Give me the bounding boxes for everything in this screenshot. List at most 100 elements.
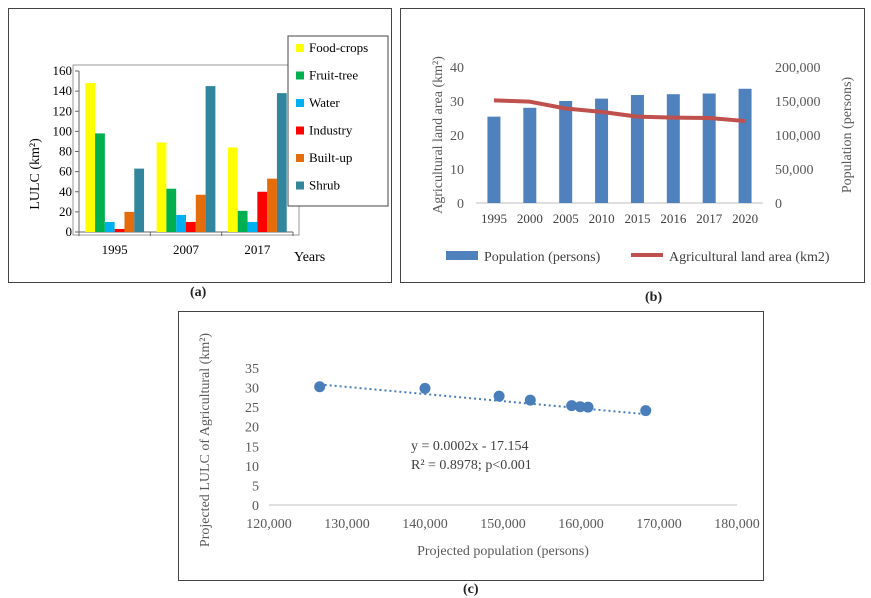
y2-tick-label: 200,000 xyxy=(775,61,821,76)
x-tick-label: 130,000 xyxy=(324,517,370,532)
bar-shrub-1995 xyxy=(134,168,145,232)
y-axis-label: LULC (km²) xyxy=(28,138,43,210)
y-tick-label: 5 xyxy=(252,479,259,494)
y-tick-label: 30 xyxy=(450,95,464,110)
legend-swatch-shrub xyxy=(296,181,304,190)
legend-label: Water xyxy=(309,95,340,110)
bar-water-1995 xyxy=(104,221,115,232)
y-axis-label: Projected LULC of Agricultural (km²) xyxy=(198,333,213,547)
chart-panel-c: 0 5 10 15 20 25 30 35 120,000 130,000 140,000 150,0… xyxy=(178,311,764,581)
x-tick-label: 160,000 xyxy=(558,517,604,532)
y-tick-label: 10 xyxy=(450,163,464,178)
x-tick-label: 2000 xyxy=(517,211,543,226)
bar-industry-1995 xyxy=(114,228,125,232)
y-tick-label: 0 xyxy=(252,499,259,514)
x-axis-label: Years xyxy=(294,250,325,265)
bar-population-2017 xyxy=(702,93,716,203)
bar-built-up-2007 xyxy=(195,194,206,232)
bar-fruit-tree-2007 xyxy=(166,188,177,232)
y-tick-label: 140 xyxy=(53,83,73,98)
bar-food-crops-2007 xyxy=(156,142,167,232)
x-tick-label: 150,000 xyxy=(480,517,526,532)
bar-population-2016 xyxy=(666,94,680,203)
y-tick-label: 60 xyxy=(59,164,72,179)
y-tick-label: 0 xyxy=(66,224,73,239)
x-tick-label: 2007 xyxy=(173,242,200,257)
y-tick-label: 35 xyxy=(245,362,259,377)
y-tick-label: 20 xyxy=(59,204,72,219)
bar-shrub-2017 xyxy=(276,93,287,232)
bar-water-2007 xyxy=(176,214,186,232)
legend-label: Fruit-tree xyxy=(309,68,358,83)
trendline xyxy=(319,383,646,416)
y-axis-label: Agricultural land area (km²) xyxy=(431,56,446,214)
bar-fruit-tree-2017 xyxy=(237,210,248,232)
x-tick-label: 2010 xyxy=(589,211,615,226)
legend-box xyxy=(287,35,389,207)
regression-r-squared: R² = 0.8978; p<0.001 xyxy=(411,458,532,473)
x-tick-label: 170,000 xyxy=(636,517,682,532)
legend-swatch-food-crops xyxy=(296,44,304,52)
y-tick-label: 80 xyxy=(59,144,72,159)
bar-built-up-2017 xyxy=(267,178,277,232)
panel-label-c: (c) xyxy=(463,582,479,597)
scatter-point-6 xyxy=(574,401,586,413)
bar-population-2005 xyxy=(559,101,573,203)
panel-label-b: (b) xyxy=(645,290,663,305)
legend-swatch-population xyxy=(446,251,478,260)
bar-food-crops-2017 xyxy=(227,147,238,232)
y2-tick-label: 150,000 xyxy=(775,95,821,110)
x-tick-label: 2015 xyxy=(624,211,650,226)
y-tick-label: 30 xyxy=(245,382,259,397)
panel-label-a: (a) xyxy=(190,285,207,300)
x-tick-label: 1995 xyxy=(481,211,507,226)
y-tick-label: 160 xyxy=(53,63,73,78)
y-tick-label: 20 xyxy=(245,421,259,436)
x-tick-label: 1995 xyxy=(102,242,128,257)
bar-water-2017 xyxy=(247,221,258,232)
chart-panel-a: 0 20 40 60 80 100 120 140 160 1995 2007 2017 Years LU… xyxy=(8,8,392,283)
projection-scatter-chart: 0 5 10 15 20 25 30 35 120,000 130,000 140,000 150,0… xyxy=(198,333,760,559)
chart-panel-b: 0 10 20 30 40 0 50,000 100,000 150,000 200,000 199… xyxy=(400,8,865,283)
x-axis-label: Projected population (persons) xyxy=(417,544,589,559)
legend-swatch-industry xyxy=(296,126,304,135)
legend-swatch-water xyxy=(296,99,304,107)
legend-label: Agricultural land area (km2) xyxy=(669,250,830,265)
y2-tick-label: 50,000 xyxy=(775,163,814,178)
x-tick-label: 180,000 xyxy=(714,517,760,532)
y2-axis-label: Population (persons) xyxy=(840,77,855,194)
line-agricultural-area xyxy=(493,98,746,124)
bar-population-1995 xyxy=(487,116,501,203)
legend-swatch-fruit-tree xyxy=(296,71,304,80)
y-tick-label: 15 xyxy=(245,440,259,455)
x-tick-label: 120,000 xyxy=(246,517,292,532)
lulc-bar-chart: 0 20 40 60 80 100 120 140 160 1995 2007 2017 Years LU… xyxy=(28,35,389,265)
bar-food-crops-1995 xyxy=(85,83,96,232)
legend-label: Built-up xyxy=(309,150,352,165)
legend-label: Industry xyxy=(309,123,353,138)
scatter-point-2 xyxy=(419,382,431,394)
bar-population-2010 xyxy=(595,98,609,203)
bar-industry-2007 xyxy=(186,221,196,232)
y-tick-label: 0 xyxy=(457,197,464,212)
bar-population-2015 xyxy=(630,95,644,203)
regression-equation: y = 0.0002x - 17.154 xyxy=(411,439,529,454)
scatter-point-8 xyxy=(640,405,652,417)
x-tick-label: 2020 xyxy=(732,211,758,226)
bar-industry-2017 xyxy=(257,191,268,232)
x-tick-label: 2005 xyxy=(553,211,579,226)
bar-population-2020 xyxy=(738,88,752,203)
population-agri-combo-chart: 0 10 20 30 40 0 50,000 100,000 150,000 200,000 199… xyxy=(431,56,855,265)
legend-swatch-built-up xyxy=(296,154,304,162)
scatter-point-3 xyxy=(493,390,505,402)
y2-tick-label: 100,000 xyxy=(775,129,821,144)
scatter-point-4 xyxy=(524,394,536,406)
scatter-point-1 xyxy=(314,381,326,393)
scatter-point-5 xyxy=(566,400,578,412)
bar-shrub-2007 xyxy=(205,86,216,232)
x-tick-label: 2017 xyxy=(244,242,271,257)
bar-built-up-1995 xyxy=(124,211,135,232)
legend-label: Food-crops xyxy=(309,40,368,55)
y-tick-label: 40 xyxy=(450,61,464,76)
y2-tick-label: 0 xyxy=(775,197,782,212)
